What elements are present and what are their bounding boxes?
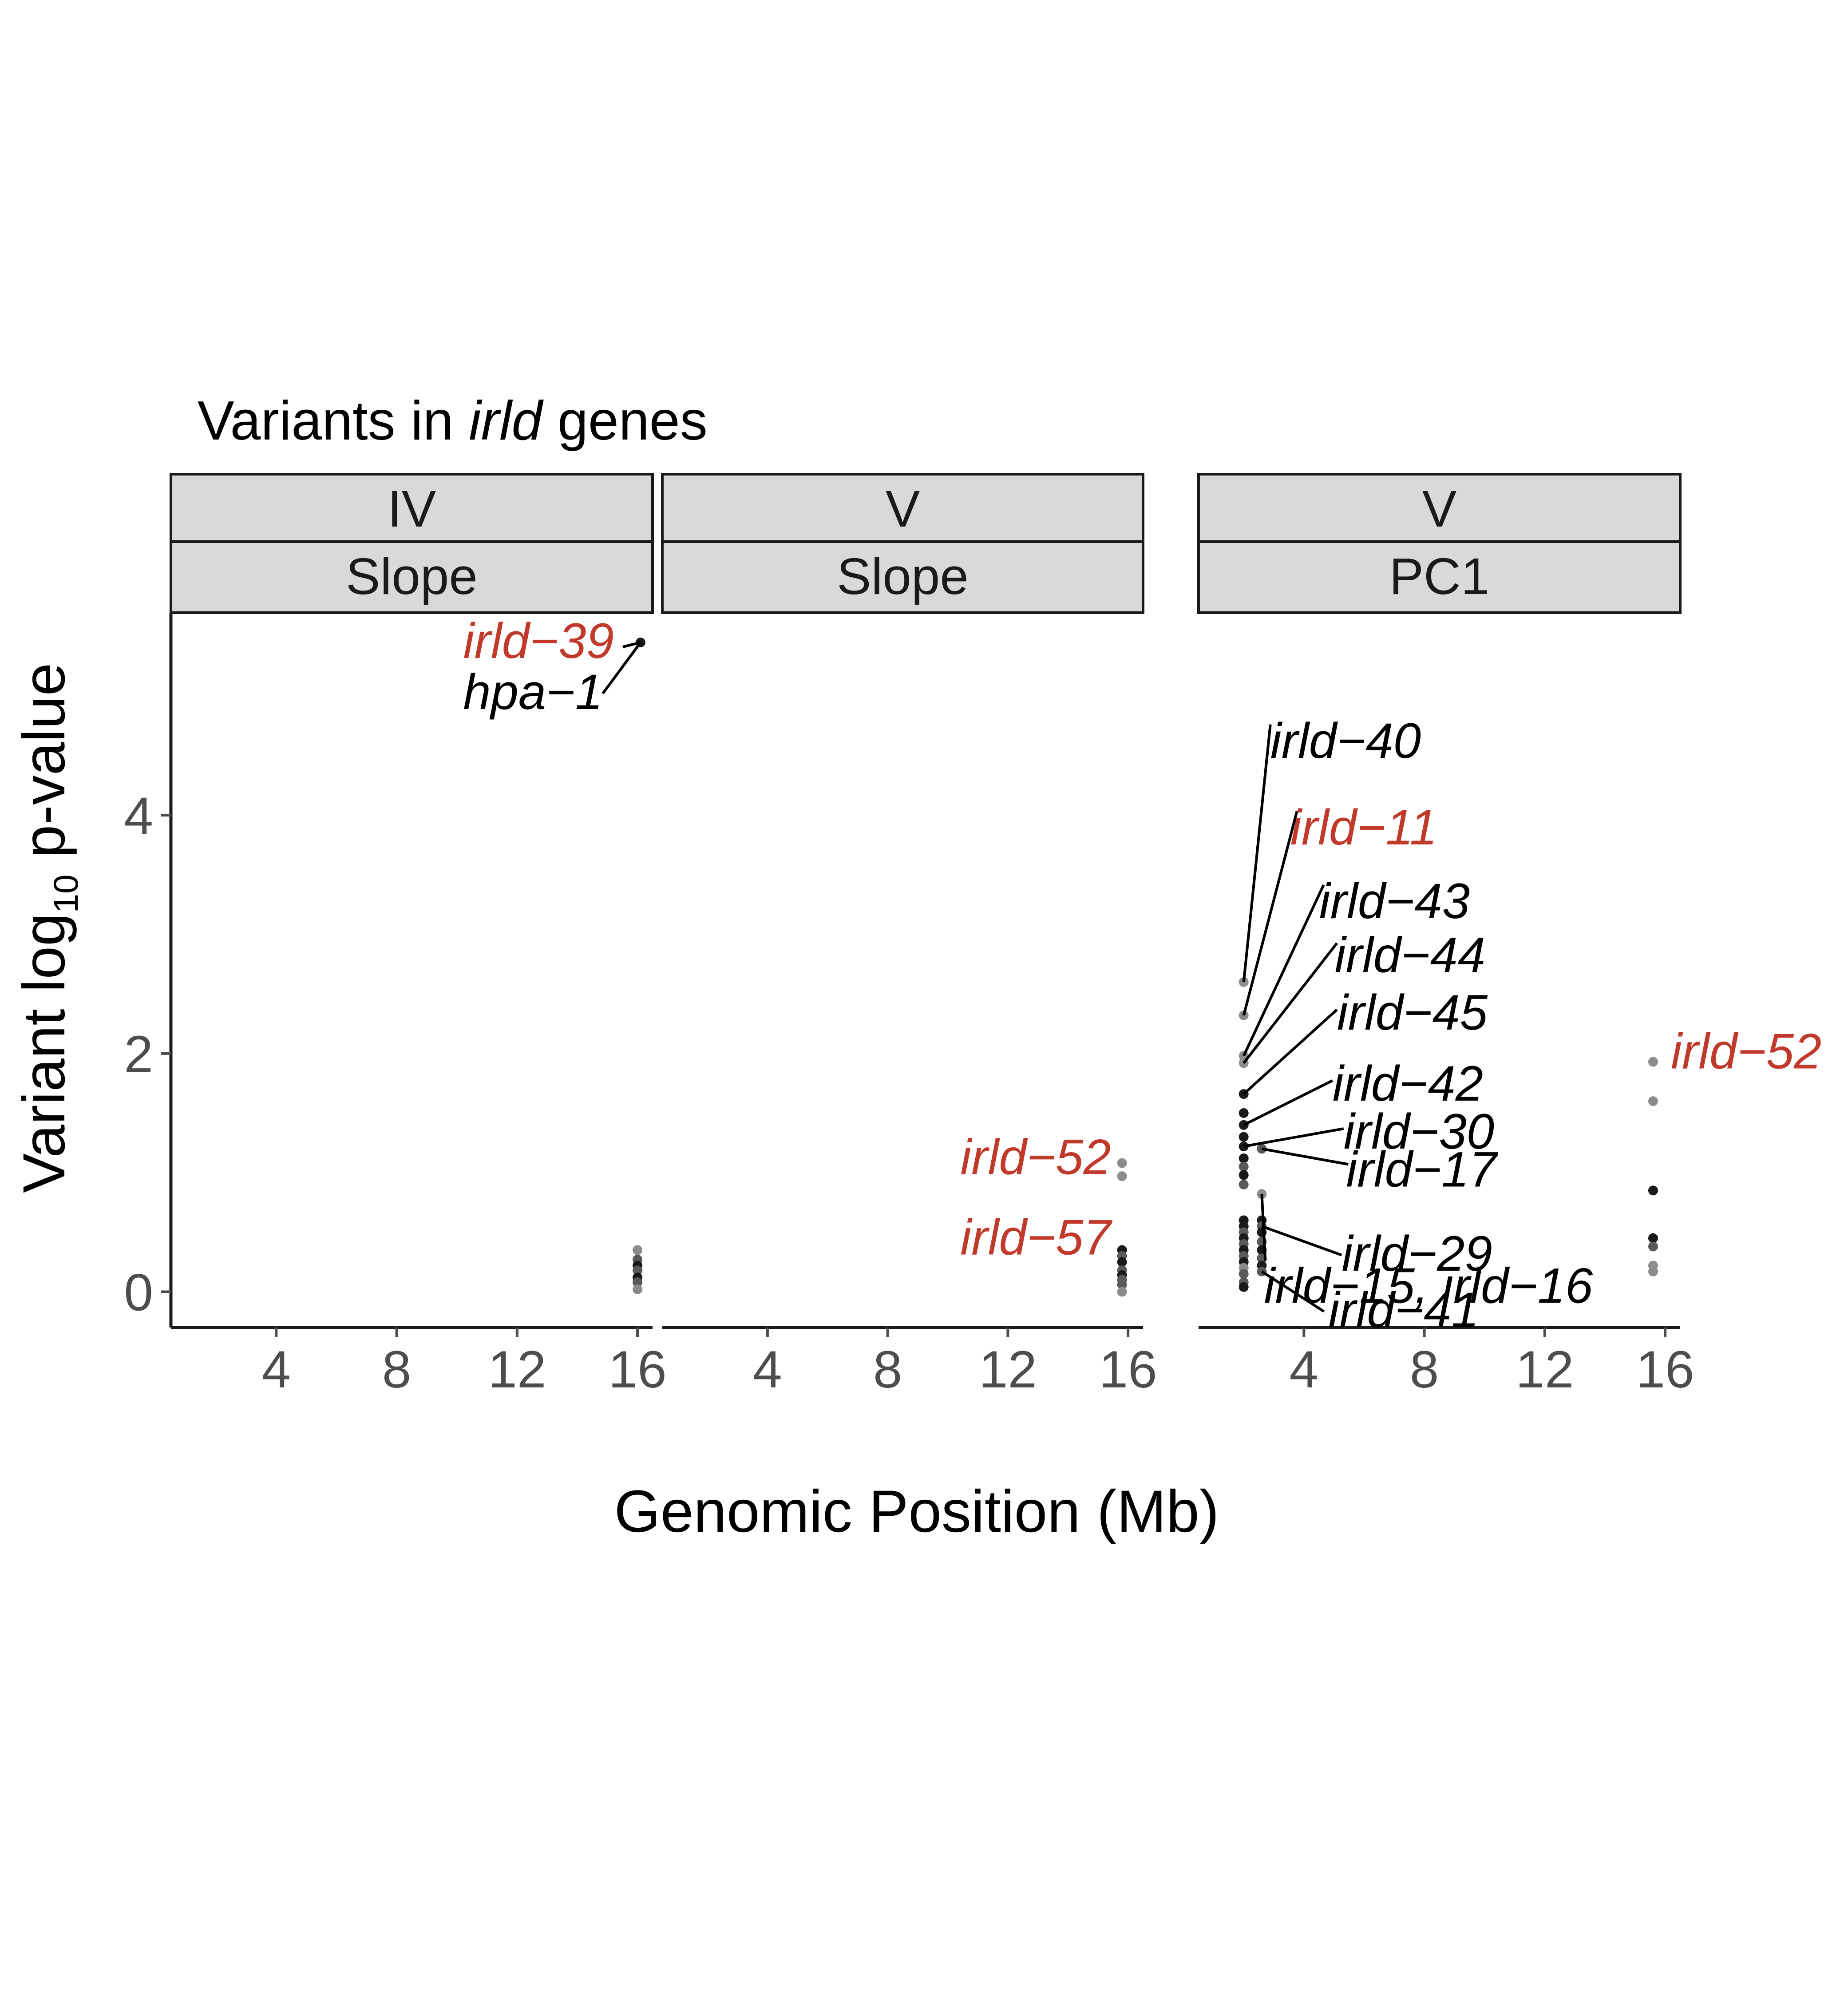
facet-strip-trait [1197,540,1682,614]
strip-label-chromosome: IV [388,480,436,538]
data-point [1648,1096,1658,1106]
label-leader-line [1243,1079,1334,1126]
label-leader-line [1243,942,1338,1064]
label-leader-line [1242,724,1272,983]
data-point [633,1284,643,1295]
x-tick-label: 12 [488,1340,546,1399]
label-leader-line [1242,811,1298,1016]
strip-label-trait: Slope [346,547,478,605]
data-point [633,1265,643,1276]
facet-strip-trait [170,540,654,614]
label-leader-line [1243,1008,1338,1095]
gene-label: irld−45 [1337,985,1488,1040]
data-point [1117,1171,1127,1181]
gene-label: irld−43 [1319,873,1470,929]
chart-title: Variants in irld genes [198,390,708,452]
strip-label-trait: PC1 [1389,547,1490,605]
gene-label: irld−11 [1290,800,1437,855]
x-tick-label: 8 [873,1340,902,1399]
y-tick-label: 4 [124,787,153,845]
label-leader-line [601,642,642,694]
data-point [1648,1241,1658,1252]
data-point [1239,1282,1249,1292]
strip-label-chromosome: V [1422,480,1456,538]
gene-label: irld−17 [1346,1142,1498,1197]
data-point [1648,1233,1658,1243]
data-point [1117,1287,1127,1297]
facet-strip-trait [661,540,1144,614]
data-point [1648,1185,1658,1196]
facet-strip-chromosome [170,473,654,543]
strip-label-chromosome: V [886,480,920,538]
data-point [1117,1280,1127,1290]
y-tick-label: 0 [124,1264,153,1322]
gene-label: irld−15, irld−16 [1264,1258,1593,1313]
data-point [1648,1057,1658,1067]
facet-strip-chromosome [1197,473,1682,543]
data-point [1239,1153,1249,1163]
x-tick-label: 8 [1410,1340,1439,1399]
data-point [1648,1266,1658,1276]
gene-label: hpa−1 [463,664,603,720]
x-tick-label: 4 [753,1340,782,1399]
x-tick-label: 4 [262,1340,291,1399]
gene-label: irld−57 [960,1210,1112,1265]
x-tick-label: 16 [1099,1340,1157,1399]
data-point [1239,1170,1249,1180]
x-tick-label: 12 [1516,1340,1574,1399]
gene-label: irld−42 [1333,1056,1483,1111]
y-axis-title: Variant log10 p-value [11,663,85,1193]
x-tick-label: 4 [1290,1340,1319,1399]
data-point [1239,1132,1249,1142]
label-leader-line [1243,884,1325,1057]
data-point [1239,1161,1249,1172]
x-tick-label: 16 [608,1340,666,1399]
facet-panel-2: V Slope 4 8 12 16 irld−52 irld−57 [661,473,1157,1399]
label-leader-line [1261,1147,1349,1166]
data-point [1117,1257,1127,1267]
gene-label: irld−30 [1344,1104,1494,1159]
data-point [1239,1269,1249,1279]
label-leader-line [1261,1225,1342,1256]
data-point [633,1277,643,1288]
y-tick-label: 2 [124,1025,153,1084]
label-leader-line [622,641,641,648]
label-leader-line [1243,1127,1344,1148]
x-axis-title: Genomic Position (Mb) [614,1478,1219,1545]
gene-label: irld−52 [960,1129,1111,1185]
data-point [1239,1108,1249,1118]
data-point [633,1245,643,1255]
x-tick-label: 12 [979,1340,1037,1399]
gene-label: irld−52 [1671,1024,1821,1079]
gene-label: irld−39 [463,613,614,669]
gene-label: irld−44 [1335,927,1485,983]
gene-label: irld−29 [1341,1226,1492,1281]
gene-label: irld−41 [1328,1282,1479,1338]
x-tick-label: 16 [1636,1340,1694,1399]
strip-label-trait: Slope [837,547,969,605]
label-leader-line [1261,1270,1325,1313]
x-tick-label: 8 [382,1340,412,1399]
data-point [1117,1158,1127,1168]
data-point [1239,1180,1249,1189]
gene-label: irld−40 [1270,713,1421,769]
